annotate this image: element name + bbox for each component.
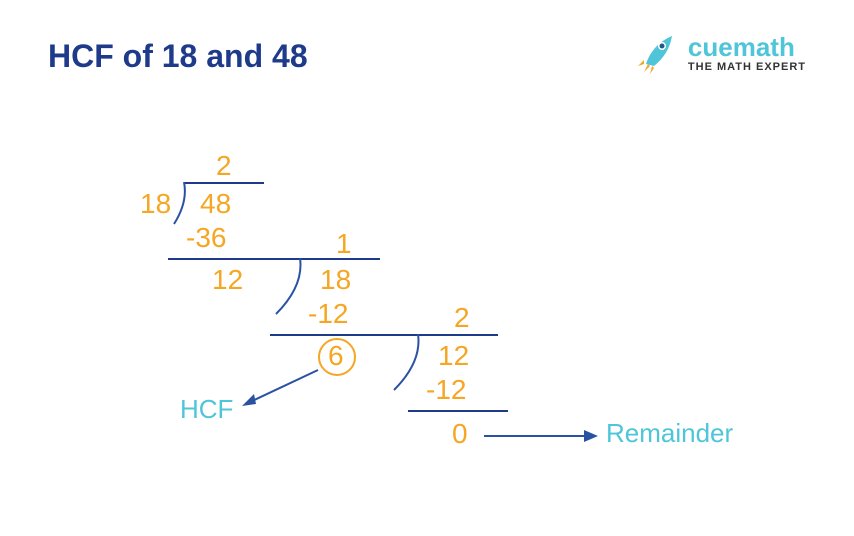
step2-quotient: 1 (336, 228, 352, 260)
logo-brand: cuemath (688, 34, 806, 60)
step3-remainder: 0 (452, 418, 468, 450)
step3-quotient-line (418, 334, 498, 336)
step1-quotient-line (184, 182, 264, 184)
rocket-icon (634, 30, 680, 76)
step3-result-line (408, 410, 508, 412)
step1-dividend: 48 (200, 188, 231, 220)
step3-bracket (388, 334, 424, 394)
step2-dividend: 18 (320, 264, 351, 296)
step3-dividend: 12 (438, 340, 469, 372)
remainder-arrow (480, 426, 600, 446)
step1-subtract: -36 (186, 222, 226, 254)
step1-divisor: 18 (140, 188, 171, 220)
step2-subtract: -12 (308, 298, 348, 330)
step1-bracket (170, 182, 194, 226)
logo: cuemath THE MATH EXPERT (634, 30, 806, 76)
step1-quotient: 2 (216, 150, 232, 182)
long-division-diagram: 2 18 48 -36 12 1 18 -12 6 2 12 -12 0 HCF… (140, 150, 740, 510)
step3-subtract: -12 (426, 374, 466, 406)
step1-remainder: 12 (212, 264, 243, 296)
hcf-arrow (238, 364, 324, 412)
remainder-label: Remainder (606, 418, 733, 449)
page-title: HCF of 18 and 48 (48, 38, 308, 75)
logo-tagline: THE MATH EXPERT (688, 62, 806, 73)
step2-quotient-line (300, 258, 380, 260)
hcf-label: HCF (180, 394, 233, 425)
step3-quotient: 2 (454, 302, 470, 334)
